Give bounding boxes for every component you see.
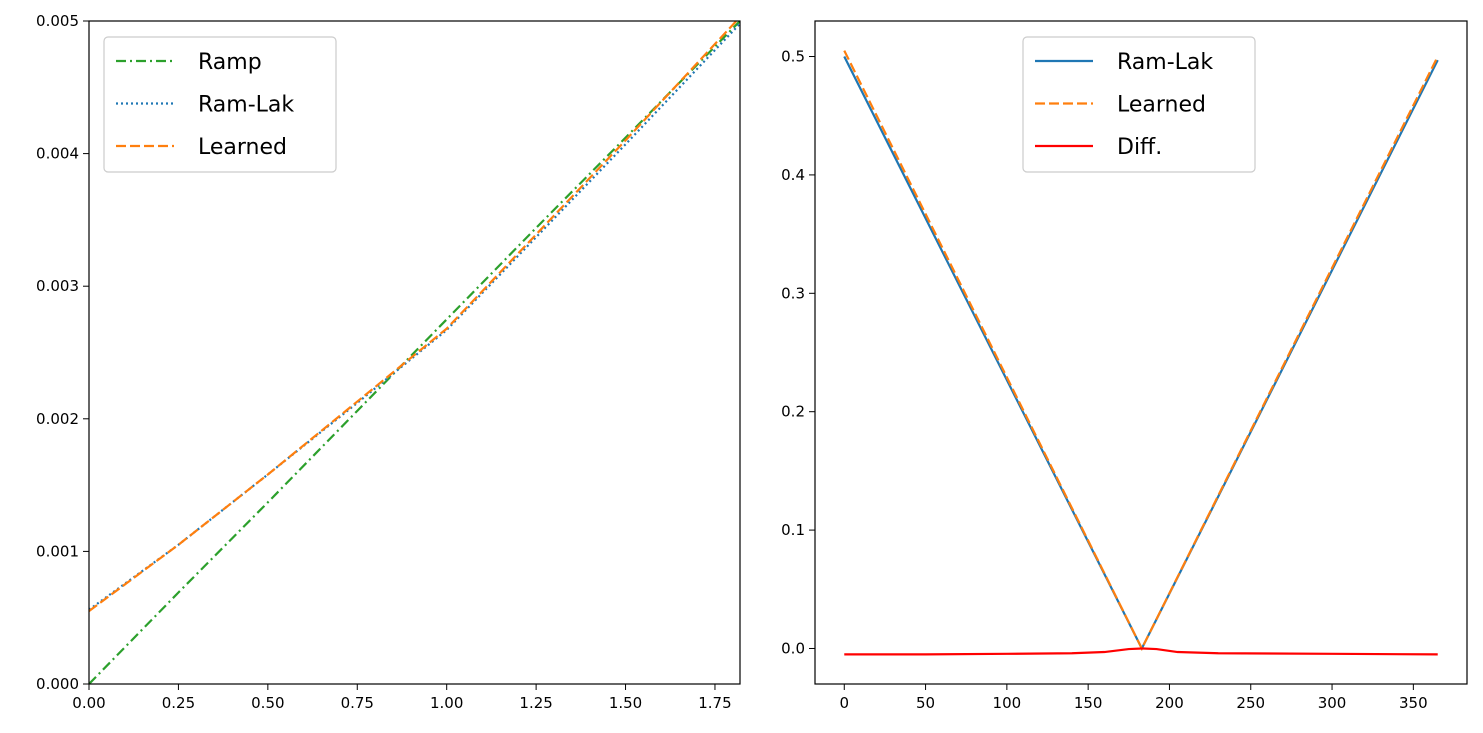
legend-label: Learned bbox=[1117, 93, 1206, 118]
right-panel: 0 50 100 150 200 250 300 350 0.0 0.1 0.2 0.3 0.4 0.5 R… bbox=[781, 20, 1468, 712]
y-tick-label: 0.5 bbox=[781, 48, 805, 66]
x-tick-label: 0.75 bbox=[341, 694, 374, 712]
x-tick-label: 0.00 bbox=[72, 694, 105, 712]
y-tick-label: 0.003 bbox=[36, 277, 79, 295]
series-group bbox=[843, 50, 1439, 656]
legend-box bbox=[1022, 36, 1256, 173]
x-tick-label: 350 bbox=[1399, 694, 1428, 712]
legend-label: Diff. bbox=[1117, 135, 1162, 160]
y-tick-label: 0.001 bbox=[36, 542, 79, 560]
y-tick-label: 0.004 bbox=[36, 145, 79, 163]
legend: Ram-Lak Learned Diff. bbox=[1022, 36, 1256, 173]
legend-label: Learned bbox=[198, 135, 287, 160]
x-tick-label: 0.25 bbox=[162, 694, 195, 712]
legend-box bbox=[103, 36, 337, 173]
x-tick-label: 1.25 bbox=[519, 694, 552, 712]
y-tick-label: 0.1 bbox=[781, 521, 805, 539]
legend: Ramp Ram-Lak Learned bbox=[103, 36, 337, 173]
series-line-diff bbox=[844, 647, 1438, 656]
y-tick-label: 0.0 bbox=[781, 639, 805, 657]
x-tick-label: 50 bbox=[916, 694, 935, 712]
series-line-learned bbox=[89, 21, 738, 612]
x-tick-label: 200 bbox=[1155, 694, 1184, 712]
x-tick-label: 300 bbox=[1318, 694, 1347, 712]
axes-frame bbox=[814, 20, 1468, 685]
x-tick-label: 1.50 bbox=[609, 694, 642, 712]
axes-frame bbox=[88, 20, 741, 685]
x-tick-label: 1.75 bbox=[698, 694, 731, 712]
y-tick-label: 0.005 bbox=[36, 12, 79, 30]
x-tick-label: 150 bbox=[1074, 694, 1103, 712]
y-tick-label: 0.4 bbox=[781, 166, 805, 184]
x-tick-label: 0.50 bbox=[251, 694, 284, 712]
legend-label: Ram-Lak bbox=[198, 93, 294, 118]
series-group bbox=[89, 21, 740, 684]
x-tick-label: 100 bbox=[993, 694, 1022, 712]
x-tick-label: 250 bbox=[1236, 694, 1265, 712]
legend-label: Ramp bbox=[198, 50, 262, 75]
y-tick-label: 0.2 bbox=[781, 403, 805, 421]
x-tick-label: 1.00 bbox=[430, 694, 463, 712]
left-panel: 0.00 0.25 0.50 0.75 1.00 1.25 1.50 1.75 0.000 0.0… bbox=[36, 12, 741, 712]
legend-label: Ram-Lak bbox=[1117, 50, 1213, 75]
x-tick-label: 0 bbox=[839, 694, 849, 712]
y-tick-label: 0.3 bbox=[781, 284, 805, 302]
y-tick-label: 0.002 bbox=[36, 410, 79, 428]
y-tick-label: 0.000 bbox=[36, 675, 79, 693]
